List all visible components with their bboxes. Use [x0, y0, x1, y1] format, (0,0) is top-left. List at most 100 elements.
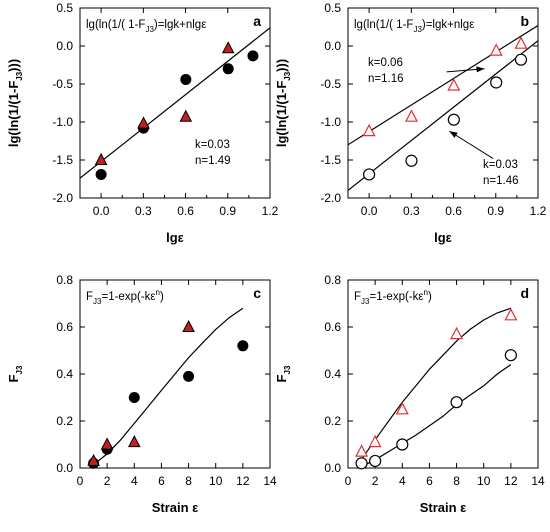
data-point-circle: [363, 168, 376, 181]
data-point-triangle: [504, 308, 518, 321]
data-point-triangle: [368, 434, 382, 448]
equation-pre: F: [354, 291, 361, 303]
x-tick-label: 0.3: [403, 204, 420, 218]
data-point-triangle: [179, 109, 193, 122]
y-axis-label-main: lg(ln(1/(1-F: [274, 81, 289, 147]
y-axis-label-sub: J3: [283, 71, 292, 80]
x-tick-label: 0: [77, 474, 84, 488]
data-point-circle: [128, 392, 140, 403]
y-axis-label-tail: ))): [6, 59, 21, 72]
data-point-circle: [447, 113, 460, 126]
data-point-circle: [396, 438, 409, 451]
x-tick-label: 2: [104, 474, 111, 488]
equation-label: FJ3=1-exp(-kεn): [86, 288, 164, 306]
equation-pre: lg(ln(1/( 1-F: [86, 19, 145, 31]
equation-post: =1-exp(-kε: [101, 291, 155, 303]
y-axis-label-sub: J3: [15, 365, 24, 374]
data-point-triangle: [447, 78, 461, 91]
equation-post: )=lgk+nlgε: [422, 19, 474, 31]
annotation-text: n=1.46: [483, 175, 519, 187]
plot-frame: [347, 7, 539, 199]
data-point-triangle: [137, 116, 150, 129]
data-point-triangle: [450, 326, 464, 340]
y-axis-label: lg(ln(1/(1-FJ3))): [274, 59, 292, 147]
fit-line: [80, 27, 270, 179]
y-axis-label-sub: J3: [15, 71, 24, 80]
panel-label: c: [253, 285, 261, 301]
equation-post: =1-exp(-kε: [369, 291, 423, 303]
fit-line: [348, 40, 538, 191]
x-tick-label: 14: [531, 474, 545, 488]
x-tick-label: 1.2: [530, 204, 547, 218]
data-point-circle: [405, 154, 418, 167]
x-tick-label: 0.6: [445, 204, 462, 218]
annotation-arrow: [449, 130, 494, 159]
data-point-circle: [355, 457, 368, 470]
data-point-triangle: [221, 41, 235, 54]
x-tick-label: 4: [399, 474, 406, 488]
y-tick-label: 0.0: [324, 461, 341, 475]
y-tick-label: 0.2: [56, 414, 73, 428]
equation-sub: J3: [413, 25, 422, 34]
equation-sub: J3: [361, 297, 370, 306]
x-tick-label: 0.3: [135, 204, 152, 218]
y-tick-label: 0.6: [56, 320, 73, 334]
panel-label: d: [520, 285, 529, 301]
x-tick-label: 6: [158, 474, 165, 488]
y-axis-label-main: F: [274, 374, 289, 382]
data-point-triangle: [127, 435, 141, 448]
y-axis-label: FJ3: [6, 365, 24, 382]
data-point-circle: [222, 63, 234, 75]
y-axis-label-main: F: [6, 374, 21, 382]
data-point-triangle: [87, 453, 100, 466]
y-tick-label: -1.5: [52, 153, 73, 167]
y-axis-label-sub: J3: [283, 365, 292, 374]
data-point-circle: [180, 73, 192, 85]
data-point-circle: [514, 53, 528, 66]
data-point-triangle: [100, 437, 114, 450]
equation-label: lg(ln(1/( 1-FJ3)=lgk+nlgε: [86, 19, 206, 34]
y-tick-label: 0.5: [324, 1, 341, 15]
data-point-circle: [183, 370, 195, 382]
fit-line: [358, 364, 512, 468]
x-tick-label: 10: [477, 474, 491, 488]
x-tick-label: 8: [185, 474, 192, 488]
panel-label: a: [253, 13, 261, 29]
annotation-text: n=1.49: [195, 155, 231, 167]
y-tick-label: 0.0: [324, 39, 341, 53]
panel-label: b: [520, 13, 529, 29]
x-tick-label: 12: [236, 474, 250, 488]
data-point-triangle: [489, 43, 503, 56]
x-tick-label: 0.6: [177, 204, 194, 218]
annotation-arrowhead: [476, 66, 485, 73]
equation-sup: n: [156, 288, 160, 297]
equation-label: FJ3=1-exp(-kεn): [354, 288, 432, 306]
panel-a: 0.0 0.3 0.6 0.9 1.2 -2.0 -1.5 -1.0 -0.5 0.0 0.5 lgε…: [6, 1, 279, 245]
data-point-circle: [490, 76, 503, 89]
equation-sup: n: [424, 288, 428, 297]
equation-post: )=lgk+nlgε: [154, 19, 206, 31]
y-axis-label-tail: ))): [274, 59, 289, 72]
annotation-text: k=0.06: [368, 57, 403, 69]
y-tick-label: -1.0: [52, 115, 73, 129]
y-tick-label: -2.0: [320, 191, 341, 205]
y-axis-label-main: lg(ln(1/(1-F: [6, 81, 21, 147]
y-tick-label: -2.0: [52, 191, 73, 205]
x-tick-label: 14: [263, 474, 277, 488]
equation-pre: F: [86, 291, 93, 303]
y-tick-label: 0.6: [324, 320, 341, 334]
data-point-triangle: [514, 36, 528, 49]
equation-pre: lg(ln(1/( 1-F: [354, 19, 413, 31]
y-tick-label: 0.4: [56, 367, 73, 381]
data-point-circle: [95, 168, 107, 180]
equation-sub: J3: [93, 297, 102, 306]
x-tick-label: 0.0: [361, 204, 378, 218]
x-tick-label: 10: [209, 474, 223, 488]
x-tick-label: 1.2: [262, 204, 279, 218]
y-tick-label: -1.0: [320, 115, 341, 129]
equation-tail: ): [428, 291, 432, 303]
equation-tail: ): [160, 291, 164, 303]
